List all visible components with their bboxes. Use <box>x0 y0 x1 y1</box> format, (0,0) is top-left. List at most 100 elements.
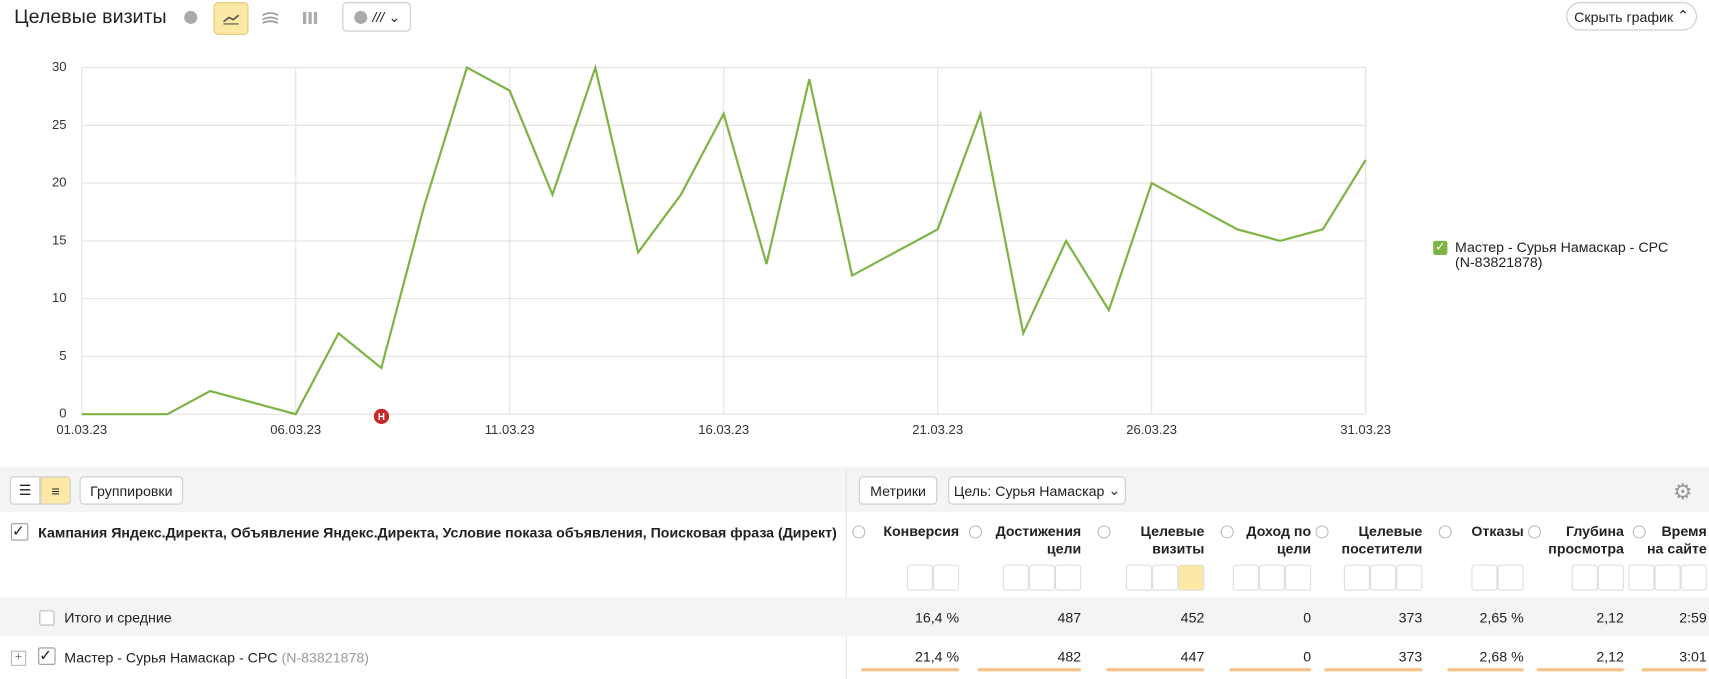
chart-type-button[interactable] <box>1002 564 1029 591</box>
totals-checkbox[interactable] <box>39 610 55 626</box>
cell-bar <box>1324 668 1423 672</box>
header-checkbox[interactable]: ✓ <box>10 523 29 541</box>
goal-select[interactable]: Цель: Сурья Намаскар ⌄ <box>948 476 1126 505</box>
chart-type-button[interactable] <box>1178 564 1205 591</box>
cell-bar <box>977 668 1082 672</box>
column-header[interactable]: Целевые визиты <box>1140 523 1205 557</box>
list-view-button[interactable]: ☰ <box>9 476 41 505</box>
divider <box>845 466 847 679</box>
table-cell: 2,68 % <box>1479 648 1524 665</box>
column-header[interactable]: Глубина просмотра <box>1548 523 1624 557</box>
row-id: (N-83821878) <box>281 649 369 666</box>
table-cell: 452 <box>1180 609 1205 626</box>
cell-bar <box>1641 668 1707 672</box>
table-cell: 487 <box>1057 609 1082 626</box>
table-cell: 2,12 <box>1596 609 1624 626</box>
chart-type-button[interactable] <box>1232 564 1259 591</box>
y-tick-label: 20 <box>52 175 67 190</box>
annotation-label: Н <box>378 412 385 423</box>
chart-type-button[interactable] <box>1028 564 1056 591</box>
row-checkbox[interactable]: ✓ <box>38 647 56 665</box>
chart-type-button[interactable] <box>1571 564 1598 591</box>
hide-chart-button[interactable]: Скрыть график ⌃ <box>1566 2 1697 31</box>
chart-type-button[interactable] <box>1370 564 1397 591</box>
chart-type-button[interactable] <box>1152 564 1179 591</box>
column-header[interactable]: Время на сайте <box>1646 523 1707 557</box>
settings-button[interactable]: ⚙ <box>1672 480 1693 505</box>
tree-view-button[interactable]: ≡ <box>40 476 71 505</box>
hide-chart-label: Скрыть график <box>1574 8 1674 25</box>
chart-type-button[interactable] <box>1497 564 1524 591</box>
cell-bar <box>1229 668 1312 672</box>
x-tick-label: 01.03.23 <box>56 422 107 437</box>
row-name: Мастер - Сурья Намаскар - CPC <box>64 649 278 666</box>
line-view-button[interactable] <box>213 2 249 35</box>
dimension-header: Кампания Яндекс.Директа, Объявление Янде… <box>38 524 837 541</box>
table-cell: 16,4 % <box>914 609 960 626</box>
column-info-icon <box>1097 525 1111 539</box>
column-info-icon <box>1315 525 1329 539</box>
metrics-button[interactable]: Метрики <box>858 476 938 505</box>
annotation-marker: Н <box>373 408 390 424</box>
chart-type-button[interactable] <box>1597 564 1624 591</box>
area-view-button[interactable] <box>254 2 287 33</box>
annotation-dot <box>373 408 390 424</box>
column-header[interactable]: Достижения цели <box>995 523 1082 557</box>
row-label: Мастер - Сурья Намаскар - CPC (N-8382187… <box>64 650 369 666</box>
x-tick-label: 26.03.23 <box>1126 422 1177 437</box>
chart-type-button[interactable] <box>1396 564 1423 591</box>
totals-label: Итого и средние <box>64 609 172 626</box>
table-toolbar <box>0 466 1709 513</box>
chart: 0 5 10 15 20 25 30 01.03.23 06.03.23 11.03.23 16.0… <box>52 59 1391 437</box>
table-cell: 0 <box>1303 609 1312 626</box>
column-header[interactable]: Конверсия <box>883 523 960 540</box>
series-line <box>81 63 1367 416</box>
chart-type-button[interactable] <box>1628 564 1655 591</box>
cell-bar <box>1106 668 1205 672</box>
column-info-icon <box>968 525 982 539</box>
legend: ✓ Мастер - Сурья Намаскар - CPC (N-83821… <box>1433 239 1684 271</box>
chart-type-button[interactable] <box>1343 564 1371 591</box>
chart-type-button[interactable] <box>1284 564 1312 591</box>
bar-view-button[interactable] <box>293 2 326 33</box>
chart-type-button[interactable] <box>1125 564 1153 591</box>
chart-type-button[interactable] <box>906 564 933 591</box>
chart-type-button[interactable] <box>1654 564 1681 591</box>
table-cell: 2,65 % <box>1479 609 1524 626</box>
legend-swatch[interactable]: ✓ <box>1433 240 1448 256</box>
pie-view-button[interactable] <box>174 2 207 33</box>
y-tick-label: 15 <box>52 232 67 247</box>
y-tick-label: 10 <box>52 290 67 305</box>
groupings-button[interactable]: Группировки <box>79 476 184 505</box>
table-cell: 482 <box>1057 648 1082 665</box>
chart-type-button[interactable] <box>1680 564 1707 591</box>
table-cell: 2:59 <box>1679 609 1707 626</box>
cell-bar <box>1536 668 1624 672</box>
chart-type-button[interactable] <box>932 564 960 591</box>
column-info-icon <box>1528 525 1542 539</box>
x-tick-label: 16.03.23 <box>698 422 749 437</box>
expand-button[interactable]: + <box>10 650 27 666</box>
notes-label: /// <box>372 8 385 26</box>
chart-type-button[interactable] <box>1471 564 1498 591</box>
column-header[interactable]: Отказы <box>1471 523 1524 540</box>
column-info-icon <box>1438 525 1452 539</box>
column-header[interactable]: Целевые посетители <box>1341 523 1423 557</box>
y-tick-label: 0 <box>59 406 66 421</box>
chart-type-button[interactable] <box>1258 564 1285 591</box>
goal-label: Цель: Сурья Намаскар <box>953 482 1105 499</box>
column-info-icon <box>1632 525 1646 539</box>
page-title: Целевые визиты <box>14 5 167 28</box>
chart-type-button[interactable] <box>1055 564 1082 591</box>
table-cell: 21,4 % <box>914 648 960 665</box>
column-header[interactable]: Доход по цели <box>1246 523 1312 557</box>
cell-bar <box>1447 668 1524 672</box>
column-info-icon <box>852 525 866 539</box>
notes-toggle[interactable]: ///⌄ <box>342 2 411 32</box>
x-tick-label: 21.03.23 <box>912 422 963 437</box>
y-tick-label: 5 <box>59 348 66 363</box>
x-tick-label: 06.03.23 <box>270 422 321 437</box>
table-cell: 3:01 <box>1679 648 1707 665</box>
